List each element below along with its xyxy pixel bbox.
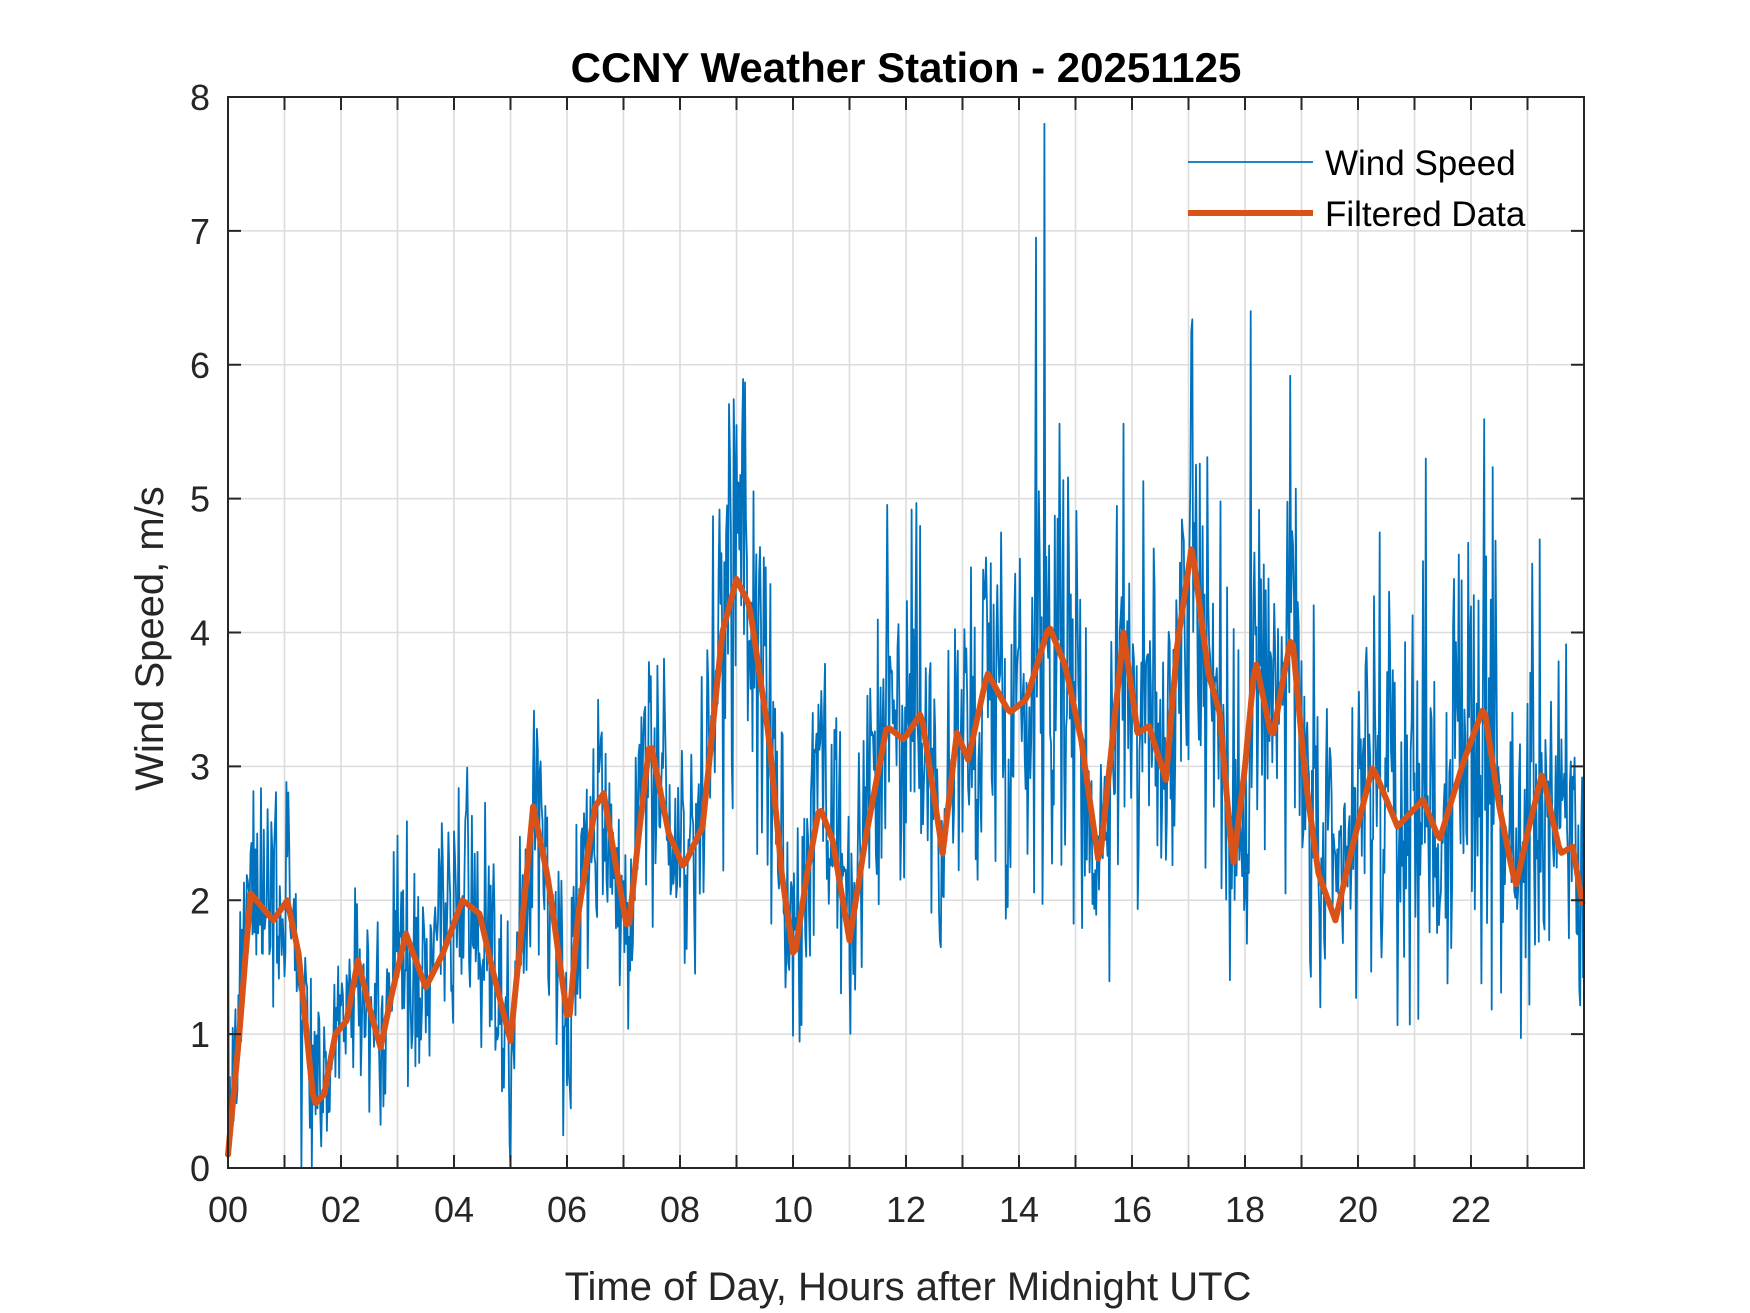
x-tick-label: 18 [1225,1189,1265,1230]
legend-label-filtered-data: Filtered Data [1325,195,1526,234]
axis-ticks [227,96,1585,1169]
y-tick-label: 4 [190,613,210,654]
y-tick-label: 0 [190,1148,210,1189]
x-tick-label: 06 [547,1189,587,1230]
x-tick-label: 02 [321,1189,361,1230]
y-axis-title: Wind Speed, m/s [128,486,172,791]
legend-label-wind-speed: Wind Speed [1325,144,1516,183]
x-tick-label: 04 [434,1189,474,1230]
y-tick-label: 1 [190,1014,210,1055]
x-tick-label: 22 [1451,1189,1491,1230]
x-tick-label: 20 [1338,1189,1378,1230]
series-layer [225,122,1586,1169]
y-tick-label: 3 [190,746,210,787]
y-tick-label: 6 [190,345,210,386]
x-tick-label: 14 [999,1189,1039,1230]
x-axis-title: Time of Day, Hours after Midnight UTC [565,1265,1252,1309]
y-tick-label: 8 [190,77,210,118]
x-tick-label: 16 [1112,1189,1152,1230]
y-tick-label: 2 [190,880,210,921]
x-tick-label: 10 [773,1189,813,1230]
series-line-wind-speed [227,122,1584,1169]
legend: Wind Speed Filtered Data [1188,144,1526,234]
chart-title: CCNY Weather Station - 20251125 [571,44,1242,91]
x-tick-label: 08 [660,1189,700,1230]
series-line-filtered-data [225,546,1586,1158]
y-tick-label: 7 [190,211,210,252]
y-tick-label: 5 [190,479,210,520]
x-tick-label: 00 [208,1189,248,1230]
x-tick-label: 12 [886,1189,926,1230]
